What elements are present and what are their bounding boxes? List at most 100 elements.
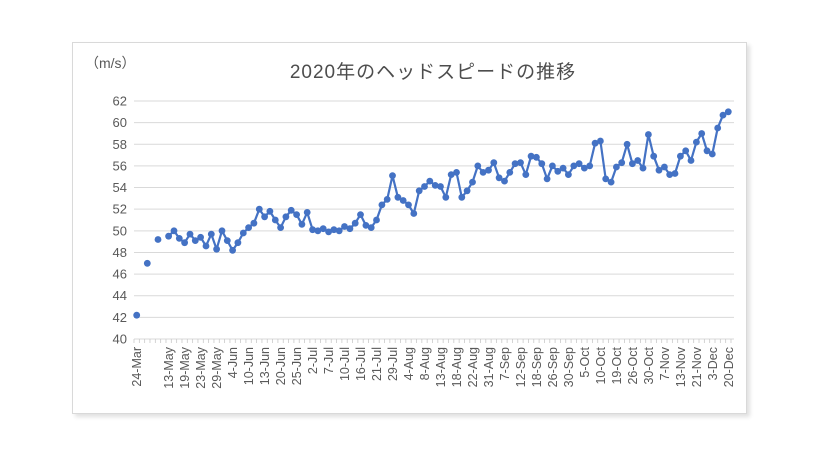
data-point-marker <box>346 225 354 233</box>
data-point-marker <box>250 219 258 227</box>
data-point-marker <box>133 311 141 319</box>
data-point-marker <box>426 177 434 185</box>
data-point-marker <box>559 164 567 172</box>
data-point-marker <box>383 196 391 203</box>
x-tick-label: 3-Dec <box>706 347 720 380</box>
data-point-marker <box>442 193 450 201</box>
data-point-marker <box>298 220 306 228</box>
x-tick-label: 24-Mar <box>130 347 144 387</box>
x-tick-label: 10-Jul <box>338 347 352 381</box>
data-point-marker <box>362 222 370 229</box>
x-tick-label: 7-Jul <box>322 347 336 374</box>
y-axis-unit-label: （m/s） <box>85 55 136 71</box>
data-point-marker <box>239 229 247 237</box>
data-point-marker <box>613 163 620 171</box>
data-point-marker <box>479 169 487 176</box>
x-tick-label: 4-Jun <box>226 347 240 378</box>
x-tick-label: 19-May <box>178 346 192 388</box>
data-point-marker <box>639 164 647 172</box>
x-tick-label: 13-May <box>162 346 176 388</box>
x-tick-label: 20-Jun <box>274 347 288 385</box>
data-point-marker <box>490 159 498 167</box>
x-tick-label: 21-Nov <box>690 346 704 387</box>
data-point-marker <box>394 193 402 201</box>
data-point-marker <box>698 130 706 137</box>
data-point-marker <box>405 201 412 209</box>
data-point-marker <box>367 224 375 232</box>
data-point-marker <box>143 259 151 267</box>
data-point-marker <box>682 147 690 155</box>
data-point-marker <box>223 237 231 245</box>
data-point-marker <box>597 137 604 145</box>
data-point-marker <box>175 235 183 242</box>
data-point-marker <box>357 211 364 219</box>
data-point-marker <box>708 150 716 158</box>
data-point-marker <box>218 227 226 235</box>
data-point-marker <box>629 160 636 168</box>
y-tick-label: 50 <box>113 223 127 238</box>
y-tick-label: 52 <box>113 202 127 217</box>
data-point-marker <box>485 166 492 174</box>
data-point-marker <box>389 172 396 180</box>
x-tick-label: 30-Oct <box>642 346 656 384</box>
data-point-marker <box>602 175 610 183</box>
x-tick-label: 2-Jul <box>306 347 320 374</box>
data-point-marker <box>570 162 578 170</box>
x-tick-label: 20-Dec <box>722 347 736 387</box>
data-point-marker <box>527 152 535 160</box>
data-point-marker <box>245 224 253 232</box>
data-point-marker <box>410 210 418 217</box>
data-point-marker <box>293 211 300 219</box>
data-point-marker <box>261 213 268 221</box>
data-point-marker <box>634 157 642 164</box>
x-tick-label: 10-Jun <box>242 347 256 385</box>
y-tick-label: 54 <box>113 180 127 195</box>
data-point-marker <box>207 230 215 238</box>
data-point-marker <box>335 227 343 235</box>
data-point-marker <box>437 183 444 190</box>
y-tick-label: 60 <box>113 115 127 130</box>
data-point-marker <box>282 213 290 221</box>
data-point-marker <box>506 169 514 176</box>
data-point-marker <box>501 177 508 185</box>
data-point-marker <box>266 207 274 215</box>
data-point-marker <box>255 205 263 213</box>
data-point-marker <box>549 162 556 170</box>
y-tick-label: 56 <box>113 158 127 173</box>
x-tick-label: 29-Jul <box>386 347 400 381</box>
x-tick-label: 30-Sep <box>562 347 576 387</box>
y-tick-label: 58 <box>113 137 127 152</box>
data-point-marker <box>277 224 284 232</box>
data-point-marker <box>287 206 295 214</box>
x-tick-label: 21-Jul <box>370 347 384 381</box>
data-point-marker <box>655 166 663 174</box>
data-point-marker <box>543 175 551 183</box>
data-point-marker <box>469 178 476 186</box>
x-tick-label: 7-Nov <box>658 346 672 380</box>
data-point-marker <box>618 159 626 167</box>
data-point-marker <box>607 178 615 186</box>
data-point-marker <box>554 167 562 175</box>
data-point-marker <box>495 174 503 182</box>
x-tick-label: 4-Aug <box>402 347 416 380</box>
data-point-marker <box>687 157 695 164</box>
data-point-marker <box>170 227 178 235</box>
data-point-marker <box>666 171 674 179</box>
y-tick-label: 44 <box>113 288 127 303</box>
x-tick-label: 5-Oct <box>578 346 592 377</box>
data-point-marker <box>309 226 316 234</box>
data-point-marker <box>586 162 594 170</box>
x-tick-label: 18-Sep <box>530 347 544 387</box>
data-point-marker <box>197 233 204 241</box>
data-point-marker <box>431 182 439 189</box>
x-tick-label: 26-Oct <box>626 346 640 384</box>
x-tick-label: 12-Sep <box>514 347 528 387</box>
x-tick-label: 26-Sep <box>546 347 560 387</box>
headspeed-line-chart: 40 42 44 46 48 50 52 54 56 58 60 62 24-Mar 13-May 19-M… <box>113 94 736 389</box>
data-point-marker <box>517 159 524 167</box>
data-point-marker <box>671 170 679 177</box>
data-point-marker <box>661 163 668 171</box>
data-point-marker <box>693 138 700 146</box>
data-point-marker <box>191 237 199 245</box>
